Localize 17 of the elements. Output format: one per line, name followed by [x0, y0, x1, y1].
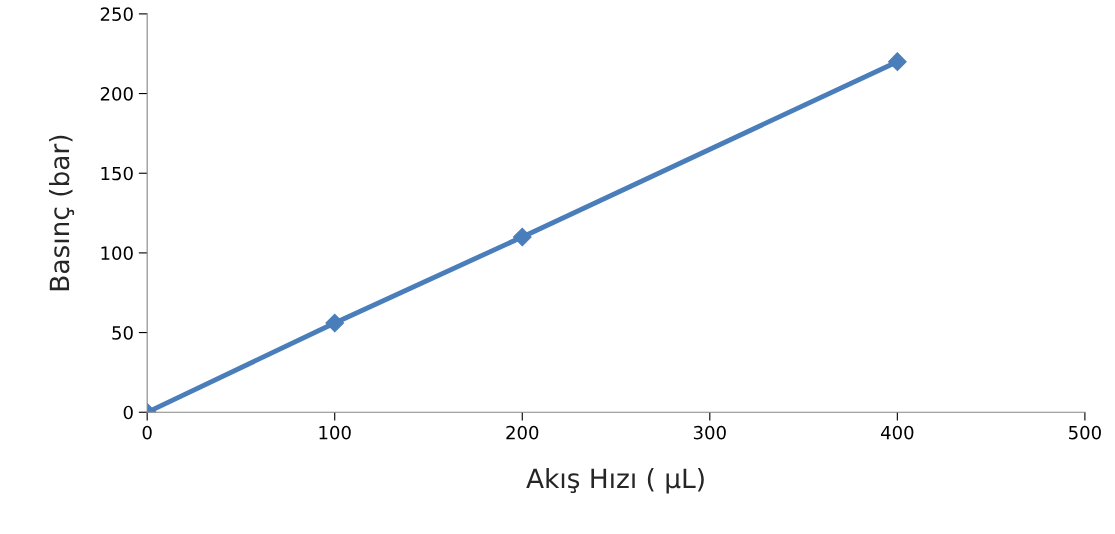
x-tick-label: 200	[506, 425, 539, 440]
y-tick-label: 100	[101, 246, 133, 261]
x-tick-label: 300	[693, 425, 726, 440]
y-tick-label: 150	[101, 166, 133, 181]
y-tick-label: 0	[123, 405, 133, 420]
x-axis-title: Akış Hızı ( µL)	[526, 467, 704, 494]
point	[512, 227, 532, 247]
y-axis-title: Basınç (bar)	[48, 135, 75, 291]
point	[887, 52, 907, 72]
x-tick-label: 400	[881, 425, 914, 440]
y-tick-label: 200	[100, 87, 133, 101]
x-tick-label: 500	[1069, 425, 1101, 440]
x-tick-label: 100	[319, 425, 351, 440]
y-tick-label: 250	[100, 7, 133, 21]
y-tick-label: 50	[112, 326, 133, 340]
point	[325, 313, 345, 333]
x-tick-label: 0	[142, 425, 152, 440]
